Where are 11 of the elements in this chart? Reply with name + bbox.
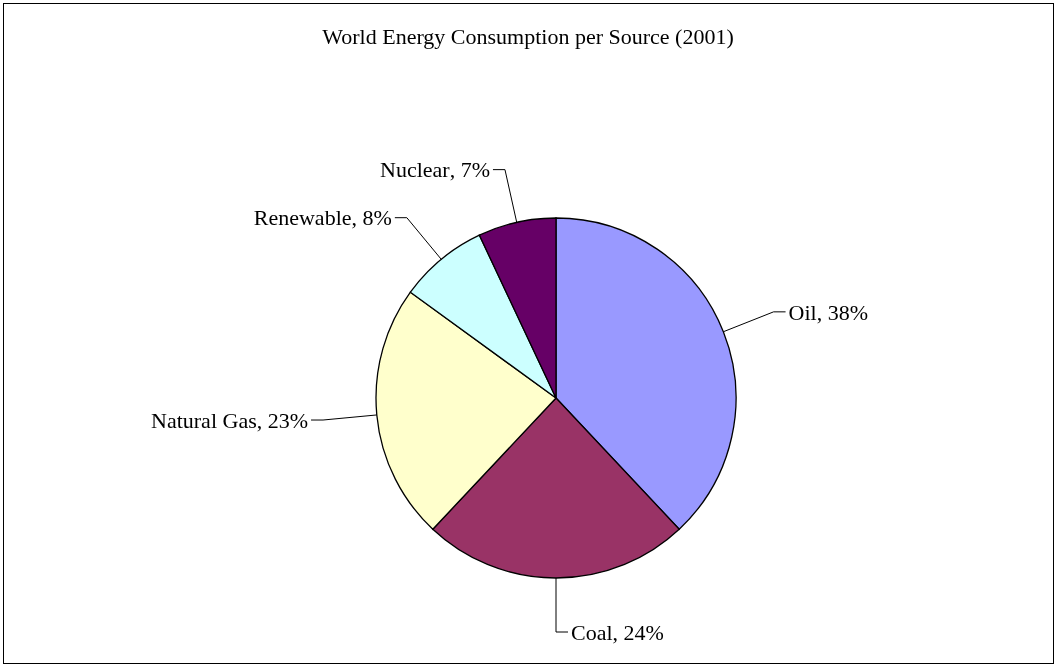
data-label: , 7%	[449, 157, 490, 183]
data-label: , 38%	[816, 299, 869, 325]
slice-label: Renewable	[253, 205, 352, 231]
slice-label: Coal	[571, 619, 613, 645]
slice-label: Natural Gas	[151, 407, 257, 433]
chart-title: World Energy Consumption per Source (2001)	[322, 24, 734, 49]
data-label: , 24%	[612, 619, 664, 645]
data-label: , 23%	[256, 407, 309, 433]
slice-label: Nuclear	[380, 157, 451, 183]
data-label: , 8%	[351, 205, 392, 231]
slice-label: Oil	[788, 299, 817, 325]
